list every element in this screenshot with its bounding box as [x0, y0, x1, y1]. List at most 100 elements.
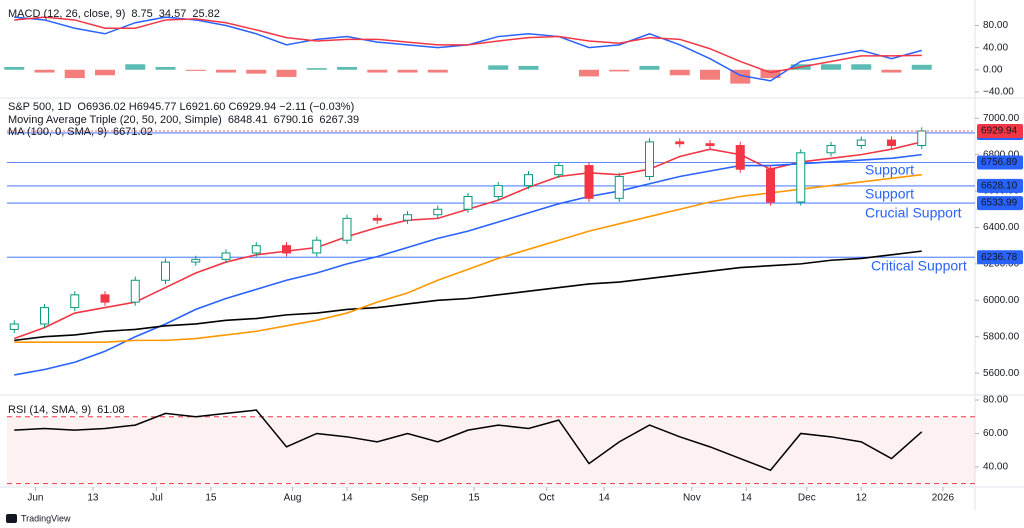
candle-body: [372, 217, 382, 221]
x-tick-label: Jul: [150, 493, 163, 504]
line: [14, 409, 923, 472]
legend-title: MACD (12, 26, close, 9): [8, 8, 125, 20]
legend-value: 34.57: [159, 8, 187, 20]
histogram-bar: [367, 69, 388, 73]
histogram-bar: [155, 67, 176, 70]
pane: −40.00 0.00 40.00 80.00: [4, 16, 1014, 98]
candle-body: [917, 130, 927, 147]
line: [14, 250, 922, 342]
candle-body: [221, 252, 231, 260]
brand: TradingView: [21, 513, 71, 523]
candle-body: [645, 141, 655, 177]
candle-body: [342, 217, 352, 241]
histogram-bar: [337, 67, 358, 70]
level-label: 6756.89: [981, 157, 1018, 168]
pane: 40.00 60.00 80.00: [7, 395, 1008, 485]
candle-body: [766, 168, 776, 203]
candle-body: [735, 145, 745, 170]
legend-title: S&P 500, 1D: [8, 101, 71, 113]
candle-body: [9, 323, 19, 330]
indicator-value: 6790.16: [274, 114, 314, 126]
level-label-box: [977, 178, 1023, 193]
candle-body: [251, 245, 261, 254]
histogram-bar: [64, 69, 85, 79]
level-label-box: [977, 155, 1023, 170]
last-price-box: [977, 123, 1023, 138]
histogram-bar: [579, 69, 600, 77]
level-label: 6533.99: [981, 198, 1018, 209]
annotation: Support: [865, 162, 914, 178]
candle-body: [130, 279, 140, 303]
candle-body: [403, 214, 413, 221]
y-tick-label: 5600.00: [983, 368, 1020, 379]
ohlc-readout: O6936.02 H6945.77 L6921.60 C6929.94 −2.1…: [77, 101, 354, 113]
x-tick-label: Sep: [411, 493, 429, 504]
annotation: Critical Support: [871, 258, 967, 274]
candle-body: [554, 165, 564, 176]
candle-body: [70, 294, 80, 309]
band-fill: [7, 416, 975, 484]
legend-value: 25.82: [192, 8, 220, 20]
candle-body: [796, 152, 806, 203]
indicator-label: MA (100, 0, SMA, 9): [8, 126, 107, 138]
histogram-bar: [609, 69, 630, 72]
x-tick-label: Aug: [284, 493, 302, 504]
x-tick-label: 12: [856, 493, 868, 504]
legend-value: 8.75: [131, 8, 152, 20]
histogram-bar: [488, 65, 509, 70]
histogram-bar: [427, 69, 448, 73]
level-label: 6628.10: [981, 181, 1018, 192]
histogram-bar: [851, 64, 872, 70]
y-tick-label: 40.00: [983, 462, 1008, 473]
histogram-bar: [700, 69, 721, 80]
histogram-bar: [4, 67, 25, 70]
candle-body: [161, 261, 171, 281]
histogram-bar: [669, 69, 690, 76]
candle-body: [493, 185, 503, 198]
x-tick-label: 2026: [932, 493, 955, 504]
level-label-box: [977, 250, 1023, 265]
histogram-bar: [185, 69, 206, 71]
indicator-label: Moving Average Triple (20, 50, 200, Simp…: [8, 114, 222, 126]
legend-value: 61.08: [97, 404, 125, 416]
histogram-bar: [95, 69, 116, 76]
x-tick-label: Dec: [798, 493, 816, 504]
annotation: Crucial Support: [865, 205, 962, 221]
x-tick-label: 15: [468, 493, 480, 504]
indicator-value: 6671.02: [113, 126, 153, 138]
candle-body: [705, 143, 715, 147]
y-tick-label: 80.00: [983, 395, 1008, 406]
candle-body: [100, 294, 110, 303]
x-tick-label: Oct: [539, 493, 555, 504]
histogram-bar: [34, 69, 55, 73]
indicator-value: 6267.39: [319, 114, 359, 126]
y-tick-label: 60.00: [983, 428, 1008, 439]
x-tick-label: 14: [599, 493, 611, 504]
line: [14, 16, 922, 74]
candle-body: [312, 239, 322, 254]
y-tick-label: 7000.00: [983, 113, 1020, 124]
histogram-bar: [639, 65, 660, 70]
x-tick-label: Jun: [27, 493, 43, 504]
y-tick-label: 0.00: [983, 64, 1003, 75]
histogram-bar: [881, 69, 902, 73]
candle-body: [856, 139, 866, 147]
y-tick-label: 6800.00: [983, 149, 1020, 160]
y-tick-label: 40.00: [983, 42, 1008, 53]
y-tick-label: 80.00: [983, 20, 1008, 31]
candle-body: [675, 141, 685, 145]
legend-title: RSI (14, SMA, 9): [8, 404, 91, 416]
histogram-bar: [518, 65, 539, 70]
candle-body: [826, 145, 836, 154]
last-price-label: 6929.94: [981, 126, 1018, 137]
candle-body: [433, 208, 443, 216]
x-tick-label: 14: [741, 493, 753, 504]
x-tick-label: 13: [87, 493, 99, 504]
x-tick-label: 15: [205, 493, 217, 504]
candle-body: [887, 139, 897, 147]
x-tick-label: Nov: [683, 493, 701, 504]
histogram-bar: [397, 69, 418, 73]
y-tick-label: −40.00: [983, 87, 1014, 98]
histogram-bar: [306, 68, 327, 70]
